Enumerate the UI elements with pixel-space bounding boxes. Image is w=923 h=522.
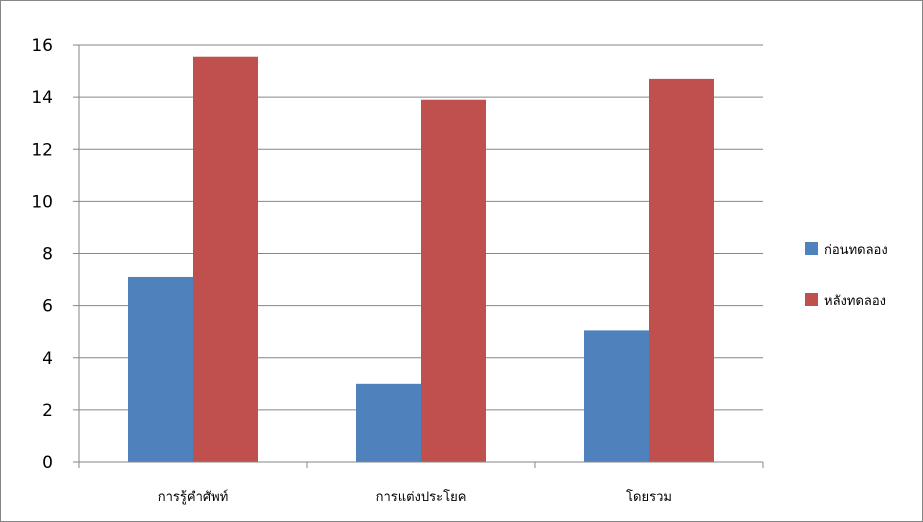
y-tick-labels: 0 2 4 6 8 10 12 14 16: [31, 36, 53, 473]
y-tick-label: 2: [42, 401, 53, 421]
y-tick-label: 16: [31, 36, 53, 56]
x-tick-label: การแต่งประโยค: [376, 489, 467, 505]
bar-before-1: [356, 383, 421, 462]
bar-after-2: [649, 78, 714, 462]
y-tick-label: 10: [31, 192, 53, 212]
bar-before-0: [128, 276, 193, 462]
y-tick-label: 0: [42, 453, 53, 473]
x-tick-label: การรู้คำศัพท์: [158, 489, 229, 505]
y-tick-label: 8: [42, 245, 53, 265]
y-tick-label: 4: [42, 349, 53, 369]
x-tick-label: โดยรวม: [626, 489, 672, 505]
y-tick-label: 14: [31, 88, 53, 108]
legend-label: ก่อนทดลอง: [824, 243, 888, 258]
bars: [128, 56, 714, 463]
y-tick-label: 12: [31, 140, 53, 160]
x-tick-labels: การรู้คำศัพท์ การแต่งประโยค โดยรวม: [158, 489, 672, 505]
legend-swatch: [805, 293, 818, 306]
axes: [78, 45, 763, 463]
legend-label: หลังทดลอง: [824, 294, 886, 309]
bar-before-2: [584, 330, 649, 462]
bar-after-1: [421, 99, 486, 462]
legend-swatch: [805, 242, 818, 255]
bar-after-0: [193, 56, 258, 463]
y-tick-label: 6: [42, 297, 53, 317]
